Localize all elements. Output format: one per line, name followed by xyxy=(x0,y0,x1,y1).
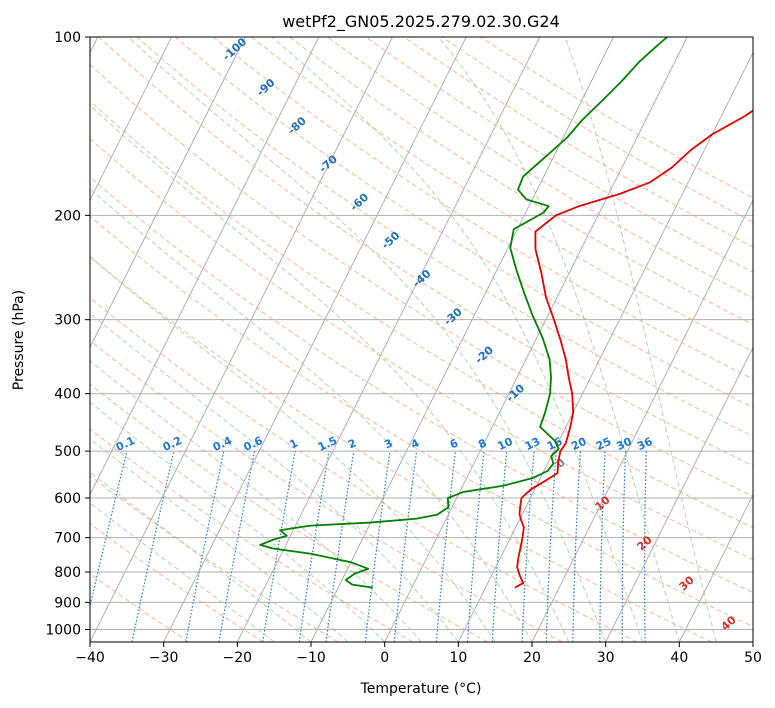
dry-adiabat-20 xyxy=(90,339,563,642)
moist-adiabat-45 xyxy=(564,37,717,642)
y-tick-label: 900 xyxy=(54,595,81,611)
moist-adiabat-30 xyxy=(127,37,607,642)
mixing-ratio-label: 20 xyxy=(569,435,589,453)
dry-adiabat-100 xyxy=(98,37,753,467)
dry-adiabat-30 xyxy=(90,297,638,642)
isotherm--10 xyxy=(310,37,614,642)
isotherm--30 xyxy=(163,37,467,642)
y-axis-label: Pressure (hPa) xyxy=(11,290,27,390)
mixing-ratio-line-6 xyxy=(435,451,457,642)
dry-adiabat-10 xyxy=(90,383,488,642)
dry-adiabat-130 xyxy=(212,37,753,380)
y-tick-label: 400 xyxy=(54,387,81,403)
sounding-series xyxy=(259,37,753,589)
moist-adiabat-5 xyxy=(90,360,422,642)
x-axis-label: Temperature (°C) xyxy=(360,681,482,697)
x-tick-label: 20 xyxy=(523,650,541,666)
moist-adiabat-10 xyxy=(90,312,459,642)
dry-adiabat-70 xyxy=(90,137,753,561)
x-tick-label: −40 xyxy=(75,650,105,666)
moist-adiabat-35 xyxy=(271,37,643,642)
x-tick-label: 30 xyxy=(597,650,615,666)
isotherm--70 xyxy=(90,37,172,202)
y-tick-label: 100 xyxy=(54,30,81,46)
isotherm--60 xyxy=(90,37,246,349)
y-tick-label: 700 xyxy=(54,531,81,547)
dry-adiabat-140 xyxy=(251,37,753,353)
mixing-ratio-line-13 xyxy=(521,451,535,642)
plot-frame xyxy=(89,36,754,643)
isotherm-10 xyxy=(457,51,753,642)
x-tick-label: 10 xyxy=(449,650,467,666)
x-tick-label: −10 xyxy=(296,650,326,666)
x-tick-label: −20 xyxy=(223,650,253,666)
dry-adiabat--30 xyxy=(90,572,190,642)
y-tick-label: 600 xyxy=(54,491,81,507)
mixing-ratio-label: 25 xyxy=(594,435,613,453)
mixing-ratio-label: 13 xyxy=(523,435,542,453)
mixing-ratio-line-0.1 xyxy=(90,450,128,609)
x-tick-label: 0 xyxy=(380,650,389,666)
x-ticks: −40 −30 −20 −10 0 10 20 30 40 50 xyxy=(75,642,762,666)
temperature-line xyxy=(514,109,753,589)
mixing-ratio-label: 16 xyxy=(545,435,565,453)
skewed-isotherms xyxy=(90,37,753,642)
x-tick-label: −30 xyxy=(149,650,179,666)
isotherm-0 xyxy=(384,37,688,642)
chart-title: wetPf2_GN05.2025.279.02.30.G24 xyxy=(282,12,560,32)
mixing-ratio-line-30 xyxy=(621,451,627,642)
x-tick-label: 50 xyxy=(744,650,762,666)
moist-adiabat-0 xyxy=(90,401,386,642)
moist-adiabat-25 xyxy=(90,104,570,642)
plot-area: 0.1 0.2 0.4 0.6 1 1.5 2 3 4 6 8 10 13 16 20 25 30 36-100-… xyxy=(90,37,753,642)
mixing-ratio-line-8 xyxy=(466,451,485,642)
isotherm--50 xyxy=(90,37,320,496)
mixing-ratio-line-16 xyxy=(545,451,557,642)
mixing-ratio-label: 10 xyxy=(496,435,516,453)
isotherm-20 xyxy=(531,198,753,642)
x-tick-label: 40 xyxy=(670,650,688,666)
mixing-ratio-label: 30 xyxy=(614,435,634,453)
y-tick-label: 800 xyxy=(54,565,81,581)
dry-adiabat-60 xyxy=(90,176,753,594)
mixing-ratio-label: 36 xyxy=(635,435,655,453)
dry-adiabat-40 xyxy=(90,255,712,642)
mixing-ratio-line-25 xyxy=(599,451,606,642)
isotherm--20 xyxy=(236,37,541,642)
dry-adiabat-80 xyxy=(90,100,753,529)
isotherm-30 xyxy=(605,346,753,642)
y-tick-label: 500 xyxy=(54,444,81,460)
dry-adiabat-150 xyxy=(289,37,753,326)
y-tick-label: 1000 xyxy=(45,622,81,638)
moist-adiabat-20 xyxy=(90,188,533,642)
y-tick-label: 300 xyxy=(54,313,81,329)
isotherm--40 xyxy=(90,37,393,642)
moist-adiabat-15 xyxy=(90,256,496,642)
dry-adiabat-50 xyxy=(90,215,753,628)
dewpoint-line xyxy=(259,37,668,589)
mixing-ratio-line-20 xyxy=(572,451,581,642)
isotherm-40 xyxy=(678,493,753,642)
dry-adiabat--10 xyxy=(90,475,339,642)
dry-adiabat-90 xyxy=(90,63,753,497)
moist-adiabat--5 xyxy=(90,438,349,642)
y-ticks: 1000 900 800 700 600 500 400 300 200 100 xyxy=(45,30,90,638)
y-tick-label: 200 xyxy=(54,208,81,224)
